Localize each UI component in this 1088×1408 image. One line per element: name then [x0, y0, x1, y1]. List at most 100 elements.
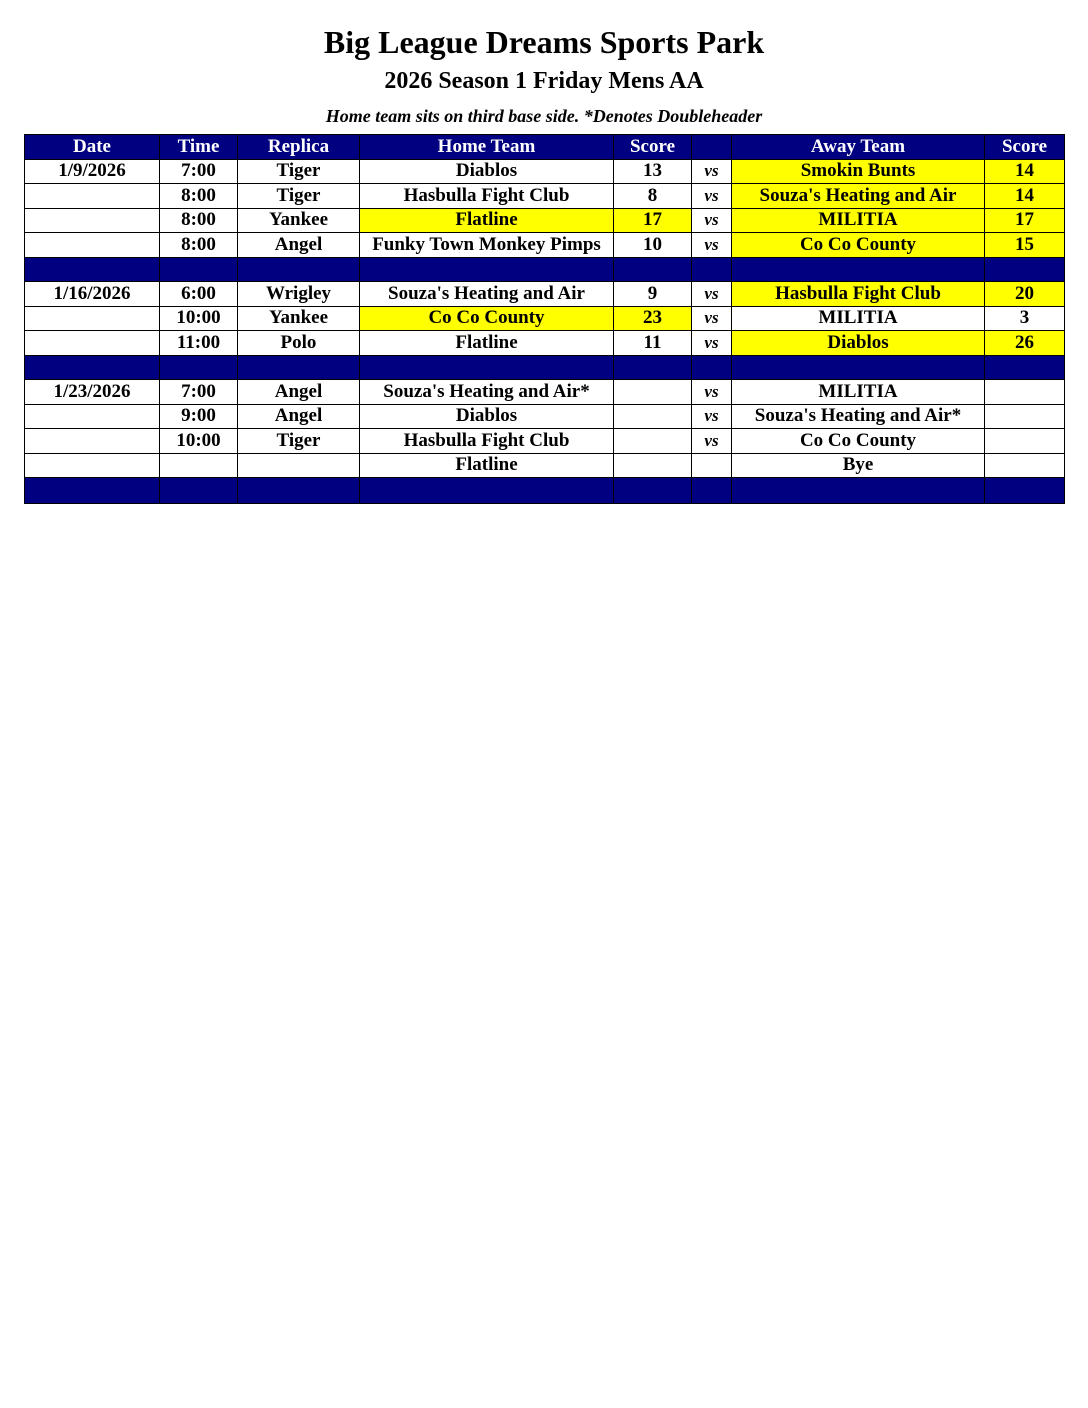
away-score-cell	[984, 452, 1065, 478]
table-row: 11:00 Polo Flatline 11 vs Diablos 26	[24, 330, 1065, 356]
vs-cell: vs	[691, 281, 732, 307]
separator-cell	[237, 477, 360, 504]
home-team-cell: Flatline	[359, 330, 614, 356]
away-team-cell: MILITIA	[731, 305, 985, 331]
separator-cell	[613, 477, 692, 504]
home-team-cell: Souza's Heating and Air	[359, 281, 614, 307]
column-header-date: Date	[24, 134, 160, 160]
away-score-cell: 3	[984, 305, 1065, 331]
replica-cell: Polo	[237, 330, 360, 356]
time-cell: 10:00	[159, 305, 238, 331]
separator-cell	[613, 354, 692, 380]
date-cell	[24, 452, 160, 478]
home-team-cell: Diablos	[359, 403, 614, 429]
home-score-cell: 17	[613, 207, 692, 233]
schedule-table: Date Time Replica Home Team Score Away Team Sc…	[24, 134, 1065, 504]
column-header-away-team: Away Team	[731, 134, 985, 160]
time-cell: 8:00	[159, 183, 238, 209]
home-score-cell: 23	[613, 305, 692, 331]
replica-cell: Angel	[237, 403, 360, 429]
home-team-cell: Funky Town Monkey Pimps	[359, 232, 614, 258]
column-header-home-score: Score	[613, 134, 692, 160]
date-cell	[24, 330, 160, 356]
table-row: 8:00 Angel Funky Town Monkey Pimps 10 vs Co C…	[24, 232, 1065, 258]
time-cell: 8:00	[159, 232, 238, 258]
time-cell: 6:00	[159, 281, 238, 307]
separator-row	[24, 256, 1065, 282]
home-score-cell	[613, 428, 692, 454]
separator-cell	[159, 256, 238, 282]
away-team-cell: Co Co County	[731, 232, 985, 258]
time-cell	[159, 452, 238, 478]
table-row: 8:00 Tiger Hasbulla Fight Club 8 vs Souza's H…	[24, 183, 1065, 209]
table-row: 1/9/2026 7:00 Tiger Diablos 13 vs Smokin Bunts…	[24, 158, 1065, 184]
replica-cell: Yankee	[237, 305, 360, 331]
away-score-cell: 26	[984, 330, 1065, 356]
table-row: 1/16/2026 6:00 Wrigley Souza's Heating and …	[24, 281, 1065, 307]
replica-cell: Yankee	[237, 207, 360, 233]
replica-cell: Wrigley	[237, 281, 360, 307]
replica-cell: Tiger	[237, 158, 360, 184]
separator-cell	[691, 354, 732, 380]
vs-cell	[691, 452, 732, 478]
separator-cell	[237, 256, 360, 282]
home-team-cell: Hasbulla Fight Club	[359, 428, 614, 454]
separator-cell	[691, 256, 732, 282]
away-score-cell: 20	[984, 281, 1065, 307]
time-cell: 7:00	[159, 379, 238, 405]
column-header-away-score: Score	[984, 134, 1065, 160]
time-cell: 11:00	[159, 330, 238, 356]
separator-cell	[159, 354, 238, 380]
vs-cell: vs	[691, 232, 732, 258]
vs-cell: vs	[691, 158, 732, 184]
date-cell: 1/9/2026	[24, 158, 160, 184]
table-row: 10:00 Tiger Hasbulla Fight Club vs Co Co Cou…	[24, 428, 1065, 454]
time-cell: 10:00	[159, 428, 238, 454]
table-row: 1/23/2026 7:00 Angel Souza's Heating and Ai…	[24, 379, 1065, 405]
page-title: Big League Dreams Sports Park	[323, 24, 765, 60]
away-score-cell: 17	[984, 207, 1065, 233]
date-cell	[24, 305, 160, 331]
page-subtitle: 2026 Season 1 Friday Mens AA	[384, 68, 704, 94]
away-score-cell: 14	[984, 183, 1065, 209]
home-team-cell: Hasbulla Fight Club	[359, 183, 614, 209]
home-score-cell: 10	[613, 232, 692, 258]
column-header-time: Time	[159, 134, 238, 160]
time-cell: 8:00	[159, 207, 238, 233]
away-team-cell: Smokin Bunts	[731, 158, 985, 184]
separator-cell	[731, 477, 985, 504]
home-team-cell: Flatline	[359, 207, 614, 233]
away-team-cell: Bye	[731, 452, 985, 478]
date-cell	[24, 183, 160, 209]
away-team-cell: Souza's Heating and Air*	[731, 403, 985, 429]
table-row: 10:00 Yankee Co Co County 23 vs MILITIA 3	[24, 305, 1065, 331]
home-score-cell: 13	[613, 158, 692, 184]
column-header-home-team: Home Team	[359, 134, 614, 160]
away-team-cell: Diablos	[731, 330, 985, 356]
separator-cell	[984, 256, 1065, 282]
away-team-cell: Souza's Heating and Air	[731, 183, 985, 209]
separator-cell	[984, 354, 1065, 380]
home-score-cell: 11	[613, 330, 692, 356]
date-cell: 1/16/2026	[24, 281, 160, 307]
away-team-cell: MILITIA	[731, 207, 985, 233]
separator-cell	[691, 477, 732, 504]
table-header-row: Date Time Replica Home Team Score Away Team Sc…	[24, 134, 1065, 160]
home-team-cell: Co Co County	[359, 305, 614, 331]
home-score-cell	[613, 452, 692, 478]
away-score-cell	[984, 403, 1065, 429]
away-team-cell: Co Co County	[731, 428, 985, 454]
separator-cell	[984, 477, 1065, 504]
separator-row	[24, 477, 1065, 504]
vs-cell: vs	[691, 305, 732, 331]
date-cell: 1/23/2026	[24, 379, 160, 405]
separator-cell	[359, 477, 614, 504]
separator-cell	[731, 256, 985, 282]
replica-cell: Angel	[237, 379, 360, 405]
vs-cell: vs	[691, 428, 732, 454]
separator-cell	[24, 354, 160, 380]
home-team-cell: Diablos	[359, 158, 614, 184]
home-score-cell: 8	[613, 183, 692, 209]
home-score-cell	[613, 403, 692, 429]
vs-cell: vs	[691, 403, 732, 429]
